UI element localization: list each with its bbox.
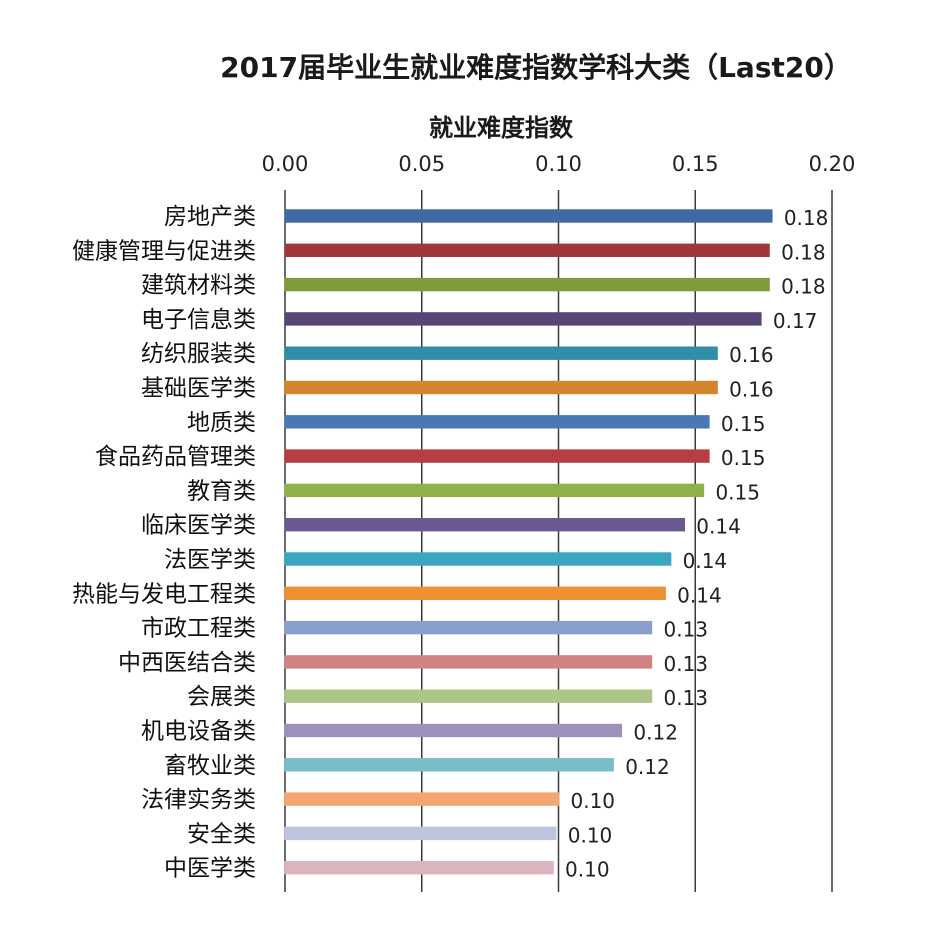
- category-label: 法医学类: [164, 547, 256, 573]
- category-label: 房地产类: [164, 204, 256, 230]
- x-axis-ticks: 0.00 0.05 0.10 0.15 0.20: [262, 152, 856, 176]
- bar: [284, 380, 718, 395]
- bar: [284, 449, 710, 463]
- value-label: 0.14: [696, 515, 741, 539]
- value-label: 0.10: [571, 789, 616, 813]
- category-label: 畜牧业类: [164, 753, 256, 779]
- category-label: 安全类: [187, 821, 256, 847]
- value-label: 0.13: [663, 652, 708, 676]
- bar: [284, 586, 666, 600]
- gridlines: [284, 190, 833, 892]
- bar: [284, 861, 554, 875]
- category-label: 教育类: [187, 478, 256, 504]
- category-labels: 房地产类健康管理与促进类建筑材料类电子信息类纺织服装类基础医学类地质类食品药品管…: [72, 204, 256, 882]
- value-label: 0.15: [721, 412, 766, 436]
- bar: [284, 346, 718, 360]
- value-label: 0.12: [625, 755, 670, 779]
- x-tick-label: 0.15: [672, 152, 719, 176]
- value-label: 0.18: [781, 240, 826, 264]
- category-label: 纺织服装类: [141, 341, 256, 367]
- bar: [284, 209, 773, 223]
- bar: [284, 483, 705, 498]
- x-tick-label: 0.20: [809, 152, 856, 176]
- value-labels: 0.18 0.18 0.18 0.17 0.16 0.16 0.15 0.15 0.15 0.14…: [565, 206, 828, 882]
- x-tick-label: 0.10: [535, 152, 582, 176]
- value-label: 0.14: [677, 583, 722, 607]
- value-label: 0.10: [565, 858, 610, 882]
- category-label: 机电设备类: [141, 719, 256, 745]
- value-label: 0.17: [773, 309, 818, 333]
- value-label: 0.16: [729, 343, 774, 367]
- category-label: 食品药品管理类: [95, 444, 256, 470]
- value-label: 0.18: [781, 275, 826, 299]
- category-label: 中医学类: [164, 856, 256, 882]
- bar: [284, 758, 614, 772]
- category-label: 基础医学类: [141, 376, 256, 402]
- category-label: 市政工程类: [141, 616, 256, 642]
- bar: [284, 518, 686, 532]
- bar: [284, 655, 653, 669]
- bar: [284, 792, 560, 806]
- bars: [284, 209, 773, 875]
- value-label: 0.13: [663, 686, 708, 710]
- category-label: 地质类: [187, 410, 256, 436]
- x-tick-label: 0.00: [262, 152, 309, 176]
- bar: [284, 277, 770, 292]
- value-label: 0.14: [683, 549, 728, 573]
- category-label: 热能与发电工程类: [72, 581, 256, 607]
- bar: [284, 312, 762, 326]
- value-label: 0.16: [729, 378, 774, 402]
- category-label: 法律实务类: [141, 787, 256, 813]
- x-axis-title: 就业难度指数: [429, 114, 574, 142]
- bar: [284, 415, 710, 429]
- category-label: 电子信息类: [141, 307, 256, 333]
- category-label: 建筑材料类: [141, 273, 256, 299]
- value-label: 0.13: [663, 618, 708, 642]
- bar: [284, 689, 653, 703]
- value-label: 0.15: [715, 480, 760, 504]
- category-label: 会展类: [187, 684, 256, 710]
- bar: [284, 243, 770, 258]
- chart-title: 2017届毕业生就业难度指数学科大类（Last20）: [220, 51, 852, 84]
- category-label: 中西医结合类: [118, 650, 256, 676]
- category-label: 健康管理与促进类: [72, 238, 256, 264]
- value-label: 0.12: [633, 721, 678, 745]
- value-label: 0.15: [721, 446, 766, 470]
- bar: [284, 620, 653, 635]
- bar: [284, 552, 672, 566]
- bar: [284, 723, 623, 738]
- x-tick-label: 0.05: [398, 152, 445, 176]
- value-label: 0.10: [568, 823, 613, 847]
- value-label: 0.18: [784, 206, 829, 230]
- category-label: 临床医学类: [141, 513, 256, 539]
- bar: [284, 826, 557, 841]
